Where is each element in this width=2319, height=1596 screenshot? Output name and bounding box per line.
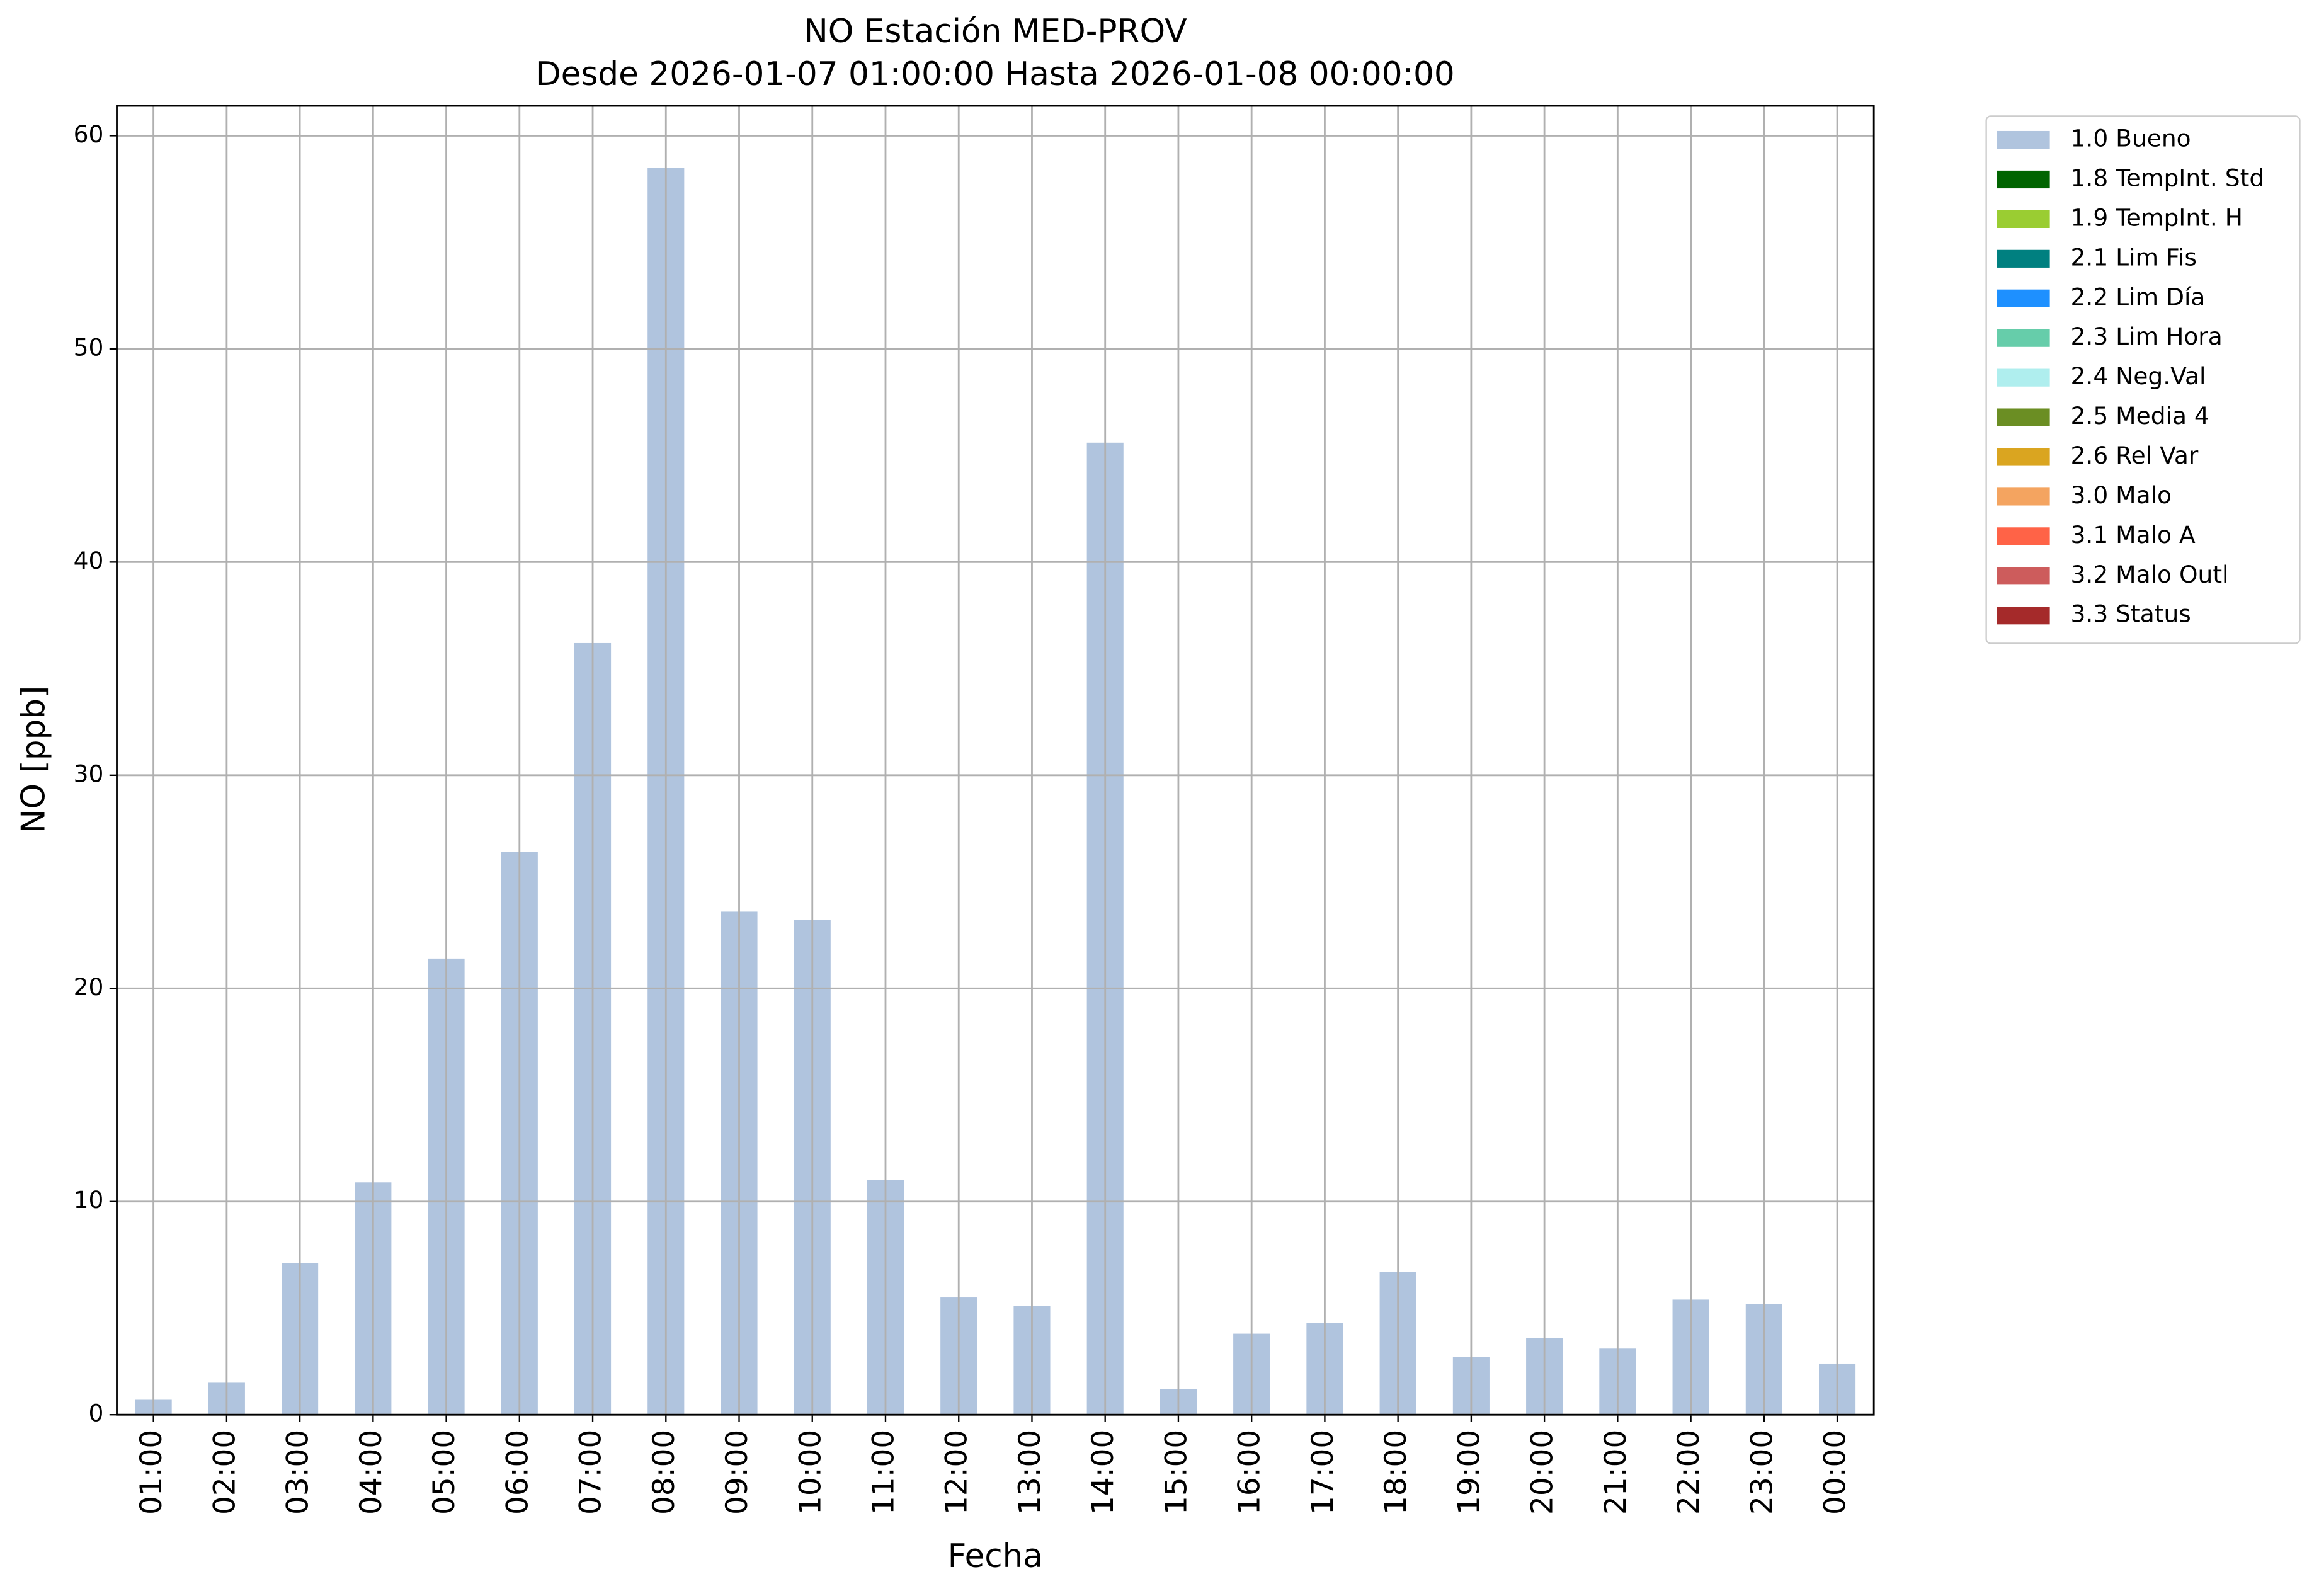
x-tick-label: 11:00 — [866, 1430, 901, 1515]
legend-label: 1.8 TempInt. Std — [2071, 164, 2265, 191]
legend-swatch — [1997, 368, 2050, 387]
legend-box — [1985, 115, 2301, 644]
x-tick-label: 15:00 — [1159, 1430, 1194, 1515]
y-tick-label: 50 — [74, 333, 104, 361]
x-tick-label: 03:00 — [281, 1430, 316, 1515]
legend-label: 3.2 Malo Outl — [2071, 561, 2229, 588]
legend-swatch — [1997, 607, 2050, 625]
legend-swatch — [1997, 130, 2050, 149]
x-tick-label: 22:00 — [1672, 1430, 1706, 1515]
y-tick-label: 10 — [74, 1186, 104, 1214]
x-tick-label: 02:00 — [207, 1430, 242, 1515]
x-tick-label: 07:00 — [574, 1430, 608, 1515]
legend-swatch — [1997, 329, 2050, 347]
x-axis-label: Fecha — [948, 1537, 1043, 1575]
x-tick-label: 05:00 — [427, 1430, 462, 1515]
legend-label: 3.0 Malo — [2071, 481, 2172, 509]
legend-label: 2.4 Neg.Val — [2071, 362, 2206, 390]
chart-title: NO Estación MED-PROV — [804, 13, 1187, 50]
y-tick-label: 40 — [74, 547, 104, 574]
legend-label: 2.6 Rel Var — [2071, 442, 2199, 469]
y-tick-label: 20 — [74, 973, 104, 1001]
x-tick-label: 18:00 — [1379, 1430, 1413, 1515]
chart-subtitle: Desde 2026-01-07 01:00:00 Hasta 2026-01-… — [536, 55, 1455, 93]
x-tick-label: 13:00 — [1013, 1430, 1047, 1515]
legend-swatch — [1997, 487, 2050, 506]
legend-swatch — [1997, 448, 2050, 466]
legend-swatch — [1997, 210, 2050, 228]
legend-label: 1.9 TempInt. H — [2071, 203, 2243, 231]
legend-label: 2.3 Lim Hora — [2071, 322, 2223, 350]
legend-label: 1.0 Bueno — [2071, 125, 2191, 152]
x-tick-label: 00:00 — [1818, 1430, 1853, 1515]
legend-swatch — [1997, 289, 2050, 307]
x-tick-label: 21:00 — [1598, 1430, 1633, 1515]
legend-swatch — [1997, 408, 2050, 426]
plot-frame — [116, 105, 1875, 1416]
legend-swatch — [1997, 249, 2050, 268]
x-tick-label: 23:00 — [1745, 1430, 1779, 1515]
x-tick-label: 09:00 — [720, 1430, 755, 1515]
x-tick-label: 17:00 — [1306, 1430, 1340, 1515]
x-tick-label: 01:00 — [134, 1430, 169, 1515]
y-tick-label: 0 — [88, 1399, 103, 1427]
legend-swatch — [1997, 527, 2050, 545]
x-tick-label: 04:00 — [354, 1430, 389, 1515]
x-tick-label: 14:00 — [1086, 1430, 1120, 1515]
y-tick-label: 30 — [74, 760, 104, 787]
y-axis-label: NO [ppb] — [14, 686, 52, 833]
legend-swatch — [1997, 170, 2050, 189]
legend-label: 3.3 Status — [2071, 600, 2191, 628]
x-tick-label: 10:00 — [793, 1430, 828, 1515]
legend-label: 2.5 Media 4 — [2071, 402, 2209, 430]
legend-label: 2.1 Lim Fis — [2071, 243, 2197, 271]
y-tick-label: 60 — [74, 120, 104, 148]
x-tick-label: 12:00 — [940, 1430, 974, 1515]
x-tick-label: 06:00 — [500, 1430, 535, 1515]
x-tick-label: 16:00 — [1233, 1430, 1267, 1515]
legend-label: 3.1 Malo A — [2071, 521, 2196, 549]
legend-swatch — [1997, 567, 2050, 585]
legend-label: 2.2 Lim Día — [2071, 283, 2206, 311]
x-tick-label: 08:00 — [647, 1430, 681, 1515]
x-tick-label: 20:00 — [1525, 1430, 1560, 1515]
x-tick-label: 19:00 — [1452, 1430, 1486, 1515]
